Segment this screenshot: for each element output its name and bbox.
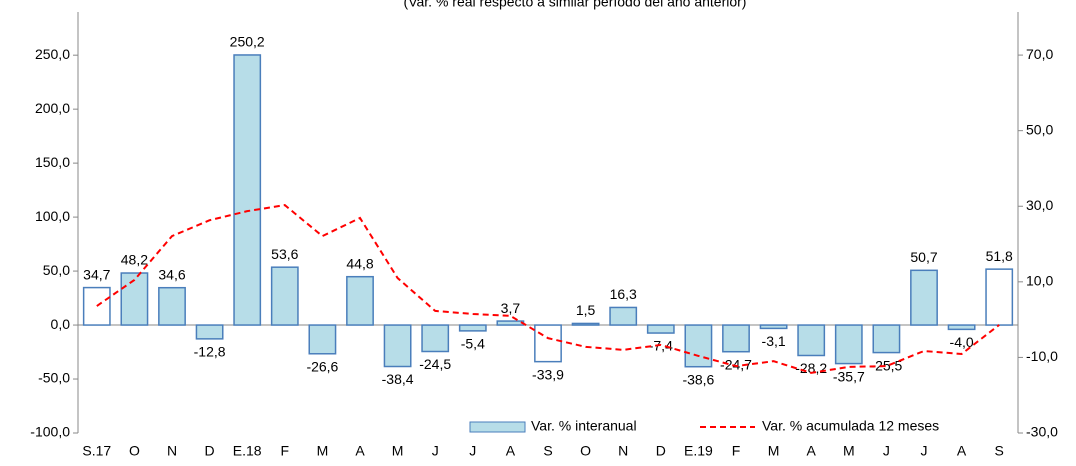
data-label: -35,7	[833, 368, 865, 384]
x-tick-label: F	[281, 443, 290, 459]
bar	[797, 324, 826, 357]
data-label: -25,5	[870, 357, 902, 373]
data-label: -24,5	[419, 356, 451, 372]
x-tick-label: F	[732, 443, 741, 459]
x-tick-label: M	[843, 443, 855, 459]
x-tick-label: M	[317, 443, 329, 459]
y-tick-label: 0,0	[51, 316, 71, 332]
x-tick-label: J	[883, 443, 890, 459]
x-tick-label: A	[957, 443, 967, 459]
bar	[534, 324, 562, 363]
x-tick-label: A	[506, 443, 516, 459]
x-tick-label: D	[205, 443, 215, 459]
x-tick-label: J	[469, 443, 476, 459]
bar	[120, 272, 149, 326]
x-tick-label: J	[921, 443, 928, 459]
data-label: -28,2	[795, 360, 827, 376]
x-tick-label: N	[618, 443, 628, 459]
bar	[158, 286, 186, 326]
x-tick-label: A	[355, 443, 365, 459]
x-tick-label: S.17	[82, 443, 111, 459]
x-tick-label: A	[807, 443, 817, 459]
data-label: 34,7	[83, 266, 110, 282]
chart-subtitle: (Var. % real respecto a similar período …	[404, 0, 747, 10]
data-label: 48,2	[121, 252, 148, 268]
bar	[346, 275, 374, 326]
data-label: -12,8	[194, 344, 226, 360]
bar	[759, 324, 788, 330]
data-label: -38,6	[682, 371, 714, 387]
y-tick-label: 50,0	[43, 262, 70, 278]
data-label: 16,3	[610, 286, 637, 302]
bar	[458, 324, 487, 332]
bar	[910, 269, 938, 326]
x-tick-label: S	[543, 443, 552, 459]
x-tick-label: N	[167, 443, 177, 459]
y2-tick-label: -10,0	[1026, 348, 1058, 364]
x-tick-label: D	[656, 443, 666, 459]
data-label: 53,6	[271, 246, 298, 262]
y-tick-label: -100,0	[30, 424, 70, 440]
y2-tick-label: 50,0	[1026, 121, 1053, 137]
bar	[609, 306, 638, 326]
x-tick-label: J	[432, 443, 439, 459]
data-label: -26,6	[306, 358, 338, 374]
bar	[985, 268, 1014, 326]
bar	[421, 324, 450, 353]
data-label: 3,7	[501, 300, 521, 316]
bar	[496, 320, 525, 326]
bar	[684, 324, 713, 368]
legend-label: Var. % acumulada 12 meses	[762, 418, 939, 434]
y-tick-label: 100,0	[35, 208, 70, 224]
x-tick-label: S	[995, 443, 1004, 459]
x-tick-label: M	[392, 443, 404, 459]
x-tick-label: E.18	[233, 443, 262, 459]
bar	[383, 324, 412, 368]
data-label: 34,6	[158, 266, 185, 282]
x-tick-label: M	[768, 443, 780, 459]
data-label: 1,5	[576, 302, 596, 318]
line	[96, 204, 1000, 374]
bar	[834, 324, 863, 365]
bar	[872, 324, 901, 354]
data-label: 44,8	[346, 255, 373, 271]
bar	[722, 324, 750, 353]
bar	[646, 324, 675, 334]
bar	[308, 324, 337, 355]
bar	[195, 324, 224, 340]
data-label: 51,8	[986, 248, 1013, 264]
y2-tick-label: -30,0	[1026, 424, 1058, 440]
bar	[270, 266, 299, 326]
data-label: -3,1	[762, 333, 786, 349]
legend-swatch	[469, 421, 526, 433]
bar	[82, 286, 111, 326]
y-tick-label: 250,0	[35, 46, 70, 62]
y-tick-label: 200,0	[35, 100, 70, 116]
data-label: 50,7	[910, 249, 937, 265]
y-tick-label: -50,0	[38, 370, 70, 386]
y-tick-label: 150,0	[35, 154, 70, 170]
x-tick-label: O	[580, 443, 591, 459]
data-label: -5,4	[461, 336, 485, 352]
data-label: -24,7	[720, 356, 752, 372]
data-label: -4,0	[950, 334, 974, 350]
data-label: 250,2	[230, 34, 265, 50]
y2-tick-label: 30,0	[1026, 197, 1053, 213]
x-tick-label: E.19	[684, 443, 713, 459]
bar	[571, 322, 600, 326]
data-label: -7,4	[649, 338, 673, 354]
bar	[233, 54, 262, 326]
y2-tick-label: 70,0	[1026, 46, 1053, 62]
data-label: -33,9	[532, 366, 564, 382]
x-tick-label: O	[129, 443, 140, 459]
legend-label: Var. % interanual	[531, 418, 637, 434]
bar	[947, 324, 976, 331]
data-label: -38,4	[382, 371, 414, 387]
y2-tick-label: 10,0	[1026, 273, 1053, 289]
